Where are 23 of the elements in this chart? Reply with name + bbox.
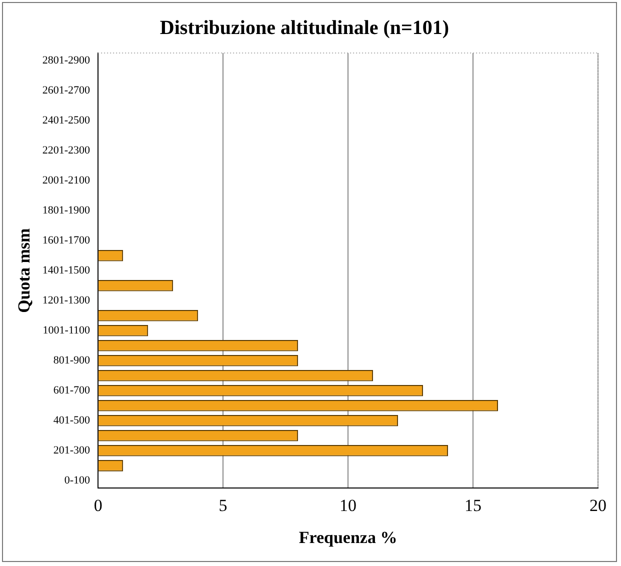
x-tick-label: 20 <box>590 496 606 515</box>
y-tick-label: 1001-1100 <box>42 324 91 337</box>
y-tick-label: 801-900 <box>53 354 91 367</box>
y-tick-label: 1801-1900 <box>42 204 91 216</box>
y-tick-label: 1401-1500 <box>42 264 91 276</box>
y-tick-label: 201-300 <box>53 444 91 457</box>
y-tick-label: 2401-2500 <box>42 114 91 126</box>
x-tick-label: 15 <box>464 496 482 515</box>
y-tick-label: 1201-1300 <box>42 294 91 307</box>
x-tick-label: 10 <box>340 496 357 515</box>
x-tick-label: 0 <box>94 496 102 515</box>
y-tick-label: 2201-2300 <box>42 144 91 156</box>
y-tick-label: 2601-2700 <box>42 84 91 96</box>
y-tick-label: 1601-1700 <box>42 234 91 246</box>
x-axis-title: Frequenza % <box>298 528 398 548</box>
y-tick-label: 0-100 <box>64 474 91 487</box>
y-tick-label: 2001-2100 <box>42 174 91 186</box>
y-tick-label: 401-500 <box>53 414 91 427</box>
y-axis-title: Quota msm <box>14 228 34 313</box>
y-tick-label: 601-700 <box>53 384 91 397</box>
x-tick-label: 5 <box>218 496 228 515</box>
y-tick-label: 2801-2900 <box>42 54 91 66</box>
chart-title: Distribuzione altitudinale (n=101) <box>160 17 450 40</box>
